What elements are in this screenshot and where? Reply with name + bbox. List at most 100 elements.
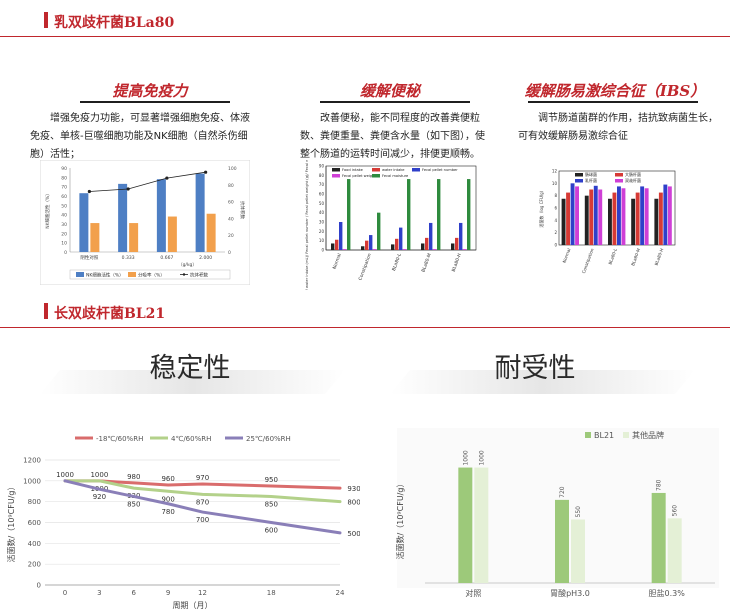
legend-swatch: [615, 179, 623, 183]
y2-axis-label: 抗体积数: [239, 201, 246, 219]
x-tick-label: Normal: [332, 253, 343, 270]
y-axis-label: 活菌数/（10⁹CFU/g）: [395, 480, 405, 560]
y-tick-label: 30: [61, 222, 67, 228]
legend-swatch: [585, 432, 591, 438]
section-marker: [44, 303, 48, 319]
series-line: [63, 479, 342, 504]
y-tick-label: 40: [61, 213, 67, 219]
legend-label: 4℃/60%RH: [171, 435, 211, 443]
x-tick-label: 0.667: [160, 255, 173, 261]
section-divider: [0, 327, 730, 328]
bar: [459, 222, 463, 250]
y-tick-label: 30: [319, 220, 325, 225]
x-tick-label: 0: [63, 589, 67, 597]
col2-title: 缓解便秘: [359, 82, 420, 100]
y2-tick-label: 0: [228, 250, 231, 256]
y-tick-label: 80: [319, 173, 325, 178]
bar: [640, 186, 645, 245]
bar: [195, 173, 205, 252]
legend-label: Food intake: [342, 168, 364, 172]
bar: [451, 243, 455, 250]
x-tick-label: BLa80-M: [421, 253, 433, 274]
legend-label: 抗体积数: [190, 272, 208, 279]
bar: [455, 237, 459, 250]
series-line: [63, 479, 342, 535]
bar: [129, 223, 139, 252]
legend-label: Fecal moisture: [382, 174, 409, 178]
bar: [598, 189, 603, 245]
legend-swatch: [182, 273, 186, 276]
legend-label: NK细胞活性（%）: [86, 272, 124, 279]
immunity-chart: 0 10 20 30 40 50 60 70 80 90 0 20 40 60 80 100 NK细胞活性（%）…: [40, 160, 250, 285]
data-label: 850: [127, 500, 140, 508]
y-tick-label: 70: [319, 182, 325, 187]
x-tick-label: 3: [97, 589, 101, 597]
legend-swatch: [575, 173, 583, 177]
x-tick-label: Constipation: [581, 247, 595, 274]
y-tick-label: 0: [321, 248, 324, 253]
data-label: 1000: [90, 471, 108, 479]
section2-title: 长双歧杆菌BL21: [54, 306, 166, 322]
legend-label: water intake: [382, 168, 405, 172]
y-tick-label: 1200: [23, 457, 41, 465]
y-tick-label: 1000: [23, 477, 41, 485]
y-tick-label: 8: [554, 193, 557, 198]
bar: [635, 192, 640, 245]
bar: [631, 198, 636, 245]
y-axis-label: 活菌数/（10⁹CFU/g）: [6, 483, 16, 563]
y2-tick-label: 100: [228, 166, 237, 172]
col3-title: 缓解肠易激综合征（IBS）: [524, 82, 706, 100]
y-tick-label: 10: [552, 181, 558, 186]
legend-swatch: [372, 168, 380, 172]
y-tick-label: 10: [319, 238, 325, 243]
legend-label: 其他品牌: [632, 430, 664, 440]
bar: [206, 213, 216, 252]
bar: [566, 192, 570, 245]
bar: [156, 179, 166, 252]
bar: [365, 240, 369, 250]
bar: [347, 179, 351, 250]
legend-swatch: [623, 432, 629, 438]
col2-underline: [320, 101, 470, 103]
data-label: 500: [347, 530, 360, 538]
data-label: 1000: [56, 471, 74, 479]
y-tick-label: 80: [61, 175, 67, 181]
y-tick-label: 60: [61, 194, 67, 200]
data-label: 600: [265, 527, 278, 535]
bar: [663, 184, 668, 245]
y-tick-label: 12: [552, 169, 558, 174]
bar: [608, 198, 612, 245]
data-label: 930: [347, 485, 360, 493]
bar: [651, 492, 666, 583]
bar: [593, 185, 598, 245]
stability-title: 稳定性: [149, 353, 231, 384]
data-label: 720: [559, 486, 566, 498]
col3-text: 调节肠道菌群的作用，拮抗致病菌生长，可有效缓解肠易激综合征: [518, 113, 718, 142]
legend-label: Fecal pellet number: [422, 168, 458, 172]
bar: [361, 246, 365, 250]
bar: [621, 188, 626, 245]
data-label: 1000: [478, 450, 485, 465]
stability-banner-bg: [40, 370, 695, 394]
legend-swatch: [575, 179, 583, 183]
x-tick-label: Constipation: [358, 252, 373, 281]
bar: [658, 192, 663, 245]
col3-underline: [528, 101, 698, 103]
bar: [437, 179, 441, 250]
chart-frame: [40, 160, 250, 285]
x-tick-label: 12: [198, 589, 207, 597]
ibs-chart: 0 2 4 6 8 10 12 活菌数（log CFU/g） Normal Constipatio…: [538, 169, 676, 274]
bar: [377, 212, 381, 250]
y2-tick-label: 20: [228, 233, 234, 239]
bar: [425, 237, 429, 250]
x-tick-label: 对照: [465, 588, 481, 598]
bar: [654, 198, 659, 245]
y-tick-label: 800: [28, 498, 41, 506]
x-tick-label: 阴性对照: [80, 254, 98, 261]
y-tick-label: 50: [319, 201, 325, 206]
x-axis-label: （g/kg）: [178, 262, 197, 268]
x-tick-label: 胃酸pH3.0: [550, 588, 590, 598]
y-axis-label: Feed intake(g)/ water intake (mL)/ Fecal…: [305, 160, 309, 290]
x-tick-label: BLa80-M: [630, 247, 641, 266]
x-tick-label: 胆盐0.3%: [649, 588, 686, 598]
